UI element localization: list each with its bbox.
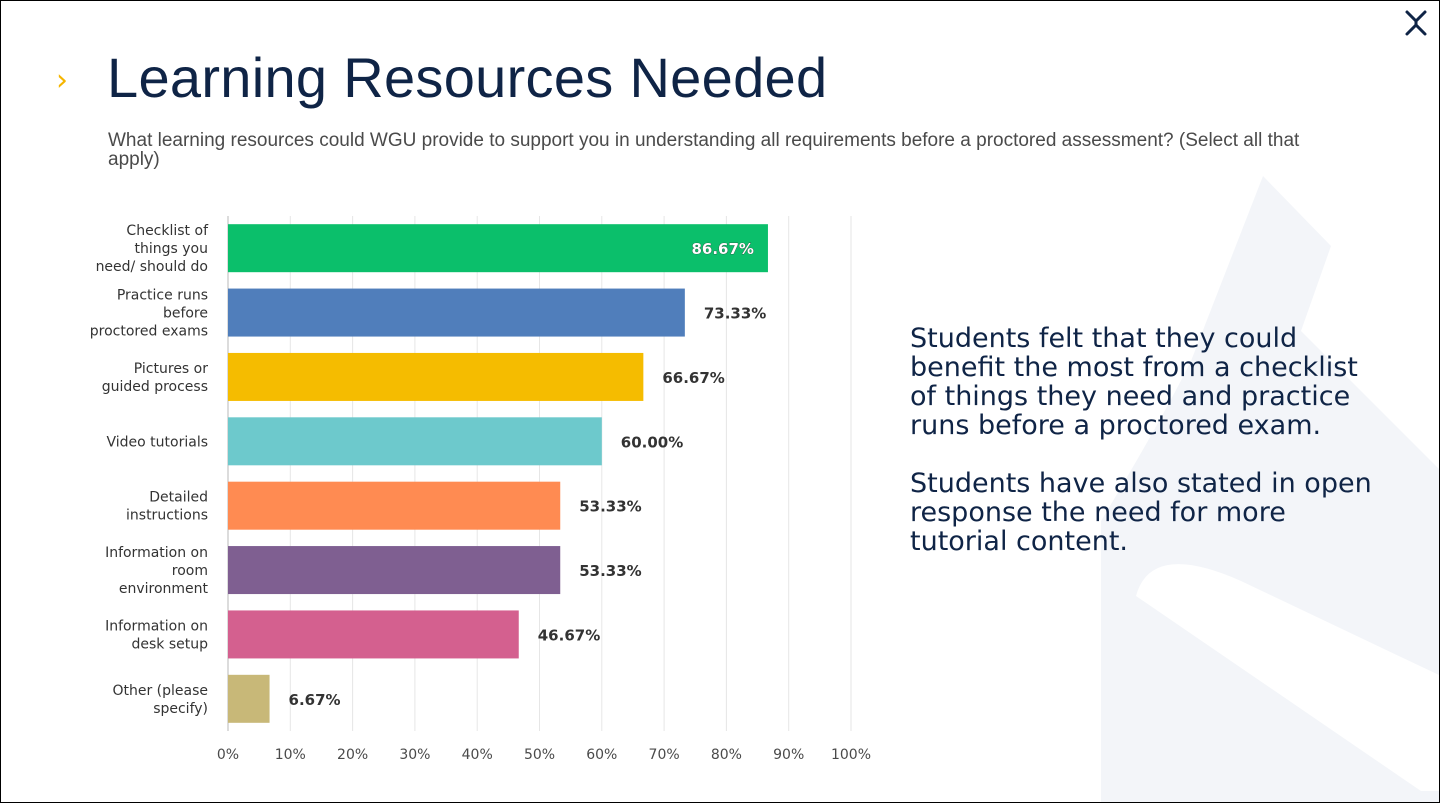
wgu-logo-icon bbox=[1405, 10, 1427, 36]
survey-question: What learning resources could WGU provid… bbox=[108, 130, 1300, 170]
data-label: 66.67% bbox=[662, 369, 724, 387]
category-label: Detailed bbox=[149, 490, 208, 506]
x-tick-label: 0% bbox=[217, 747, 239, 763]
x-tick-label: 20% bbox=[337, 747, 368, 763]
data-label: 73.33% bbox=[704, 305, 766, 323]
summary-paragraph-2: Students have also stated in open respon… bbox=[910, 468, 1372, 557]
category-label: instructions bbox=[126, 508, 208, 524]
x-tick-label: 80% bbox=[711, 747, 742, 763]
data-label: 53.33% bbox=[579, 562, 641, 580]
summary-paragraph-1: Students felt that they could benefit th… bbox=[910, 323, 1358, 441]
x-tick-label: 30% bbox=[399, 747, 430, 763]
category-label: proctored exams bbox=[90, 324, 208, 340]
bar-chart: 0% 10% 20% 30% 40% 50% 60% 70% 80% 90% 100% Checkli… bbox=[1, 201, 881, 781]
category-label: need/ should do bbox=[96, 259, 208, 275]
category-label: desk setup bbox=[131, 636, 208, 652]
bar bbox=[228, 224, 768, 273]
data-label: 60.00% bbox=[621, 433, 683, 451]
category-label: Other (please bbox=[112, 683, 208, 699]
page-title: Learning Resources Needed bbox=[107, 46, 828, 109]
x-tick-label: 100% bbox=[831, 747, 871, 763]
category-label: Practice runs bbox=[117, 288, 208, 304]
category-label: things you bbox=[135, 241, 208, 257]
category-label: environment bbox=[119, 581, 209, 597]
x-tick-label: 90% bbox=[773, 747, 804, 763]
title-chevron-icon: › bbox=[56, 63, 68, 98]
x-tick-label: 10% bbox=[275, 747, 306, 763]
summary-text: Students felt that they could benefit th… bbox=[910, 324, 1380, 585]
x-tick-label: 50% bbox=[524, 747, 555, 763]
category-label: Information on bbox=[105, 545, 208, 561]
data-label: 86.67% bbox=[691, 240, 753, 258]
bar bbox=[228, 481, 561, 530]
bar bbox=[228, 417, 602, 466]
category-label: specify) bbox=[153, 701, 208, 717]
category-label: room bbox=[172, 563, 208, 579]
category-label: Video tutorials bbox=[107, 434, 209, 450]
category-label: before bbox=[163, 306, 208, 322]
category-label: Checklist of bbox=[126, 223, 209, 239]
data-label: 6.67% bbox=[289, 691, 341, 709]
category-label: Information on bbox=[105, 618, 208, 634]
category-label: Pictures or bbox=[134, 361, 208, 377]
x-tick-label: 40% bbox=[462, 747, 493, 763]
data-label: 53.33% bbox=[579, 498, 641, 516]
category-label: guided process bbox=[102, 379, 208, 395]
x-tick-label: 60% bbox=[586, 747, 617, 763]
bar bbox=[228, 674, 270, 723]
x-tick-label: 70% bbox=[649, 747, 680, 763]
bar bbox=[228, 546, 561, 595]
bar-chart-svg: 0% 10% 20% 30% 40% 50% 60% 70% 80% 90% 100% Checkli… bbox=[90, 216, 871, 763]
bar bbox=[228, 352, 644, 401]
data-label: 46.67% bbox=[538, 626, 600, 644]
bar bbox=[228, 610, 519, 659]
bar bbox=[228, 288, 685, 337]
